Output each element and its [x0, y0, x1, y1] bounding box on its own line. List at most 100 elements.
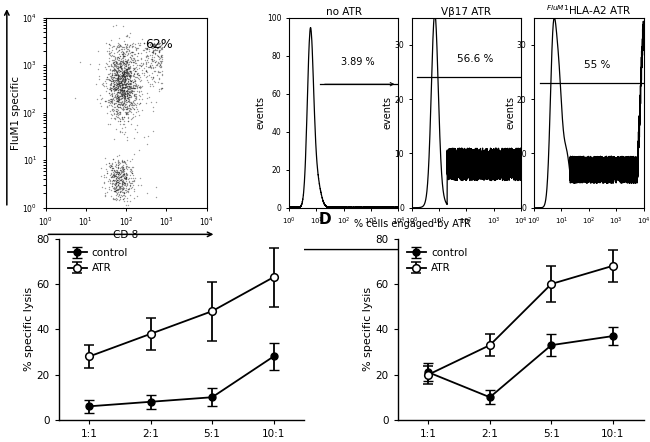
Point — [116, 74, 127, 81]
Point — [116, 79, 126, 86]
Point — [107, 99, 118, 106]
Point — [116, 72, 127, 79]
Point — [115, 42, 125, 49]
Point — [119, 90, 129, 97]
Point — [122, 66, 133, 73]
Point — [122, 65, 132, 72]
Point — [111, 152, 122, 159]
Point — [98, 82, 109, 89]
Point — [108, 107, 118, 114]
Point — [123, 65, 133, 72]
Point — [134, 88, 144, 95]
Point — [154, 62, 164, 69]
Point — [109, 93, 119, 100]
Point — [109, 187, 119, 194]
Point — [128, 66, 138, 73]
Point — [125, 58, 136, 65]
Point — [117, 114, 127, 121]
Point — [148, 47, 158, 54]
Point — [114, 81, 124, 88]
Point — [120, 83, 130, 90]
Point — [116, 104, 127, 111]
Point — [156, 53, 166, 60]
Point — [128, 54, 138, 61]
Point — [100, 154, 110, 161]
Point — [110, 70, 120, 77]
Point — [103, 183, 114, 191]
Point — [129, 105, 139, 112]
Point — [118, 38, 129, 45]
Point — [125, 181, 135, 188]
Point — [118, 163, 129, 170]
Point — [101, 60, 111, 67]
Point — [117, 167, 127, 174]
Point — [125, 79, 135, 86]
Point — [108, 176, 118, 183]
Point — [115, 110, 125, 117]
Point — [101, 66, 111, 73]
Point — [148, 42, 159, 49]
Point — [125, 88, 135, 95]
Point — [116, 79, 126, 86]
Point — [153, 47, 164, 54]
Point — [146, 55, 157, 62]
Point — [148, 57, 159, 64]
Point — [107, 63, 117, 70]
Point — [111, 175, 121, 182]
Point — [133, 146, 144, 153]
Point — [114, 108, 124, 115]
Point — [151, 62, 162, 69]
Point — [125, 58, 135, 65]
Point — [118, 189, 129, 196]
Point — [123, 60, 133, 67]
Point — [113, 101, 124, 108]
Point — [119, 78, 129, 85]
Point — [157, 57, 168, 65]
Point — [116, 76, 127, 84]
Point — [120, 96, 131, 103]
Point — [137, 69, 148, 76]
Point — [125, 77, 135, 84]
Point — [110, 187, 120, 194]
Point — [110, 104, 120, 111]
Point — [116, 170, 127, 177]
Point — [148, 47, 158, 54]
Point — [123, 95, 133, 102]
Point — [108, 83, 118, 90]
Point — [114, 188, 125, 195]
Point — [122, 90, 133, 97]
Point — [122, 57, 133, 64]
Point — [111, 79, 121, 86]
Point — [129, 87, 139, 94]
Point — [142, 52, 152, 59]
Point — [156, 63, 166, 70]
Point — [111, 21, 122, 28]
Point — [122, 69, 132, 76]
Point — [109, 76, 119, 83]
Point — [124, 82, 135, 89]
Point — [118, 72, 128, 79]
Point — [118, 178, 129, 185]
Point — [94, 91, 105, 99]
Point — [130, 97, 140, 104]
X-axis label: CD 8: CD 8 — [113, 230, 138, 240]
Point — [120, 57, 131, 64]
Point — [151, 72, 162, 79]
Point — [122, 171, 133, 178]
Point — [105, 65, 115, 72]
Point — [121, 162, 131, 169]
Point — [118, 195, 128, 202]
Point — [109, 184, 120, 191]
Point — [115, 174, 125, 181]
Point — [153, 74, 164, 81]
Point — [157, 80, 167, 87]
Point — [116, 90, 126, 97]
Point — [118, 71, 129, 78]
Point — [124, 92, 134, 99]
Point — [115, 128, 125, 135]
Point — [127, 85, 138, 92]
Point — [112, 103, 122, 110]
Point — [122, 166, 133, 173]
Point — [111, 96, 122, 103]
Point — [120, 175, 130, 183]
